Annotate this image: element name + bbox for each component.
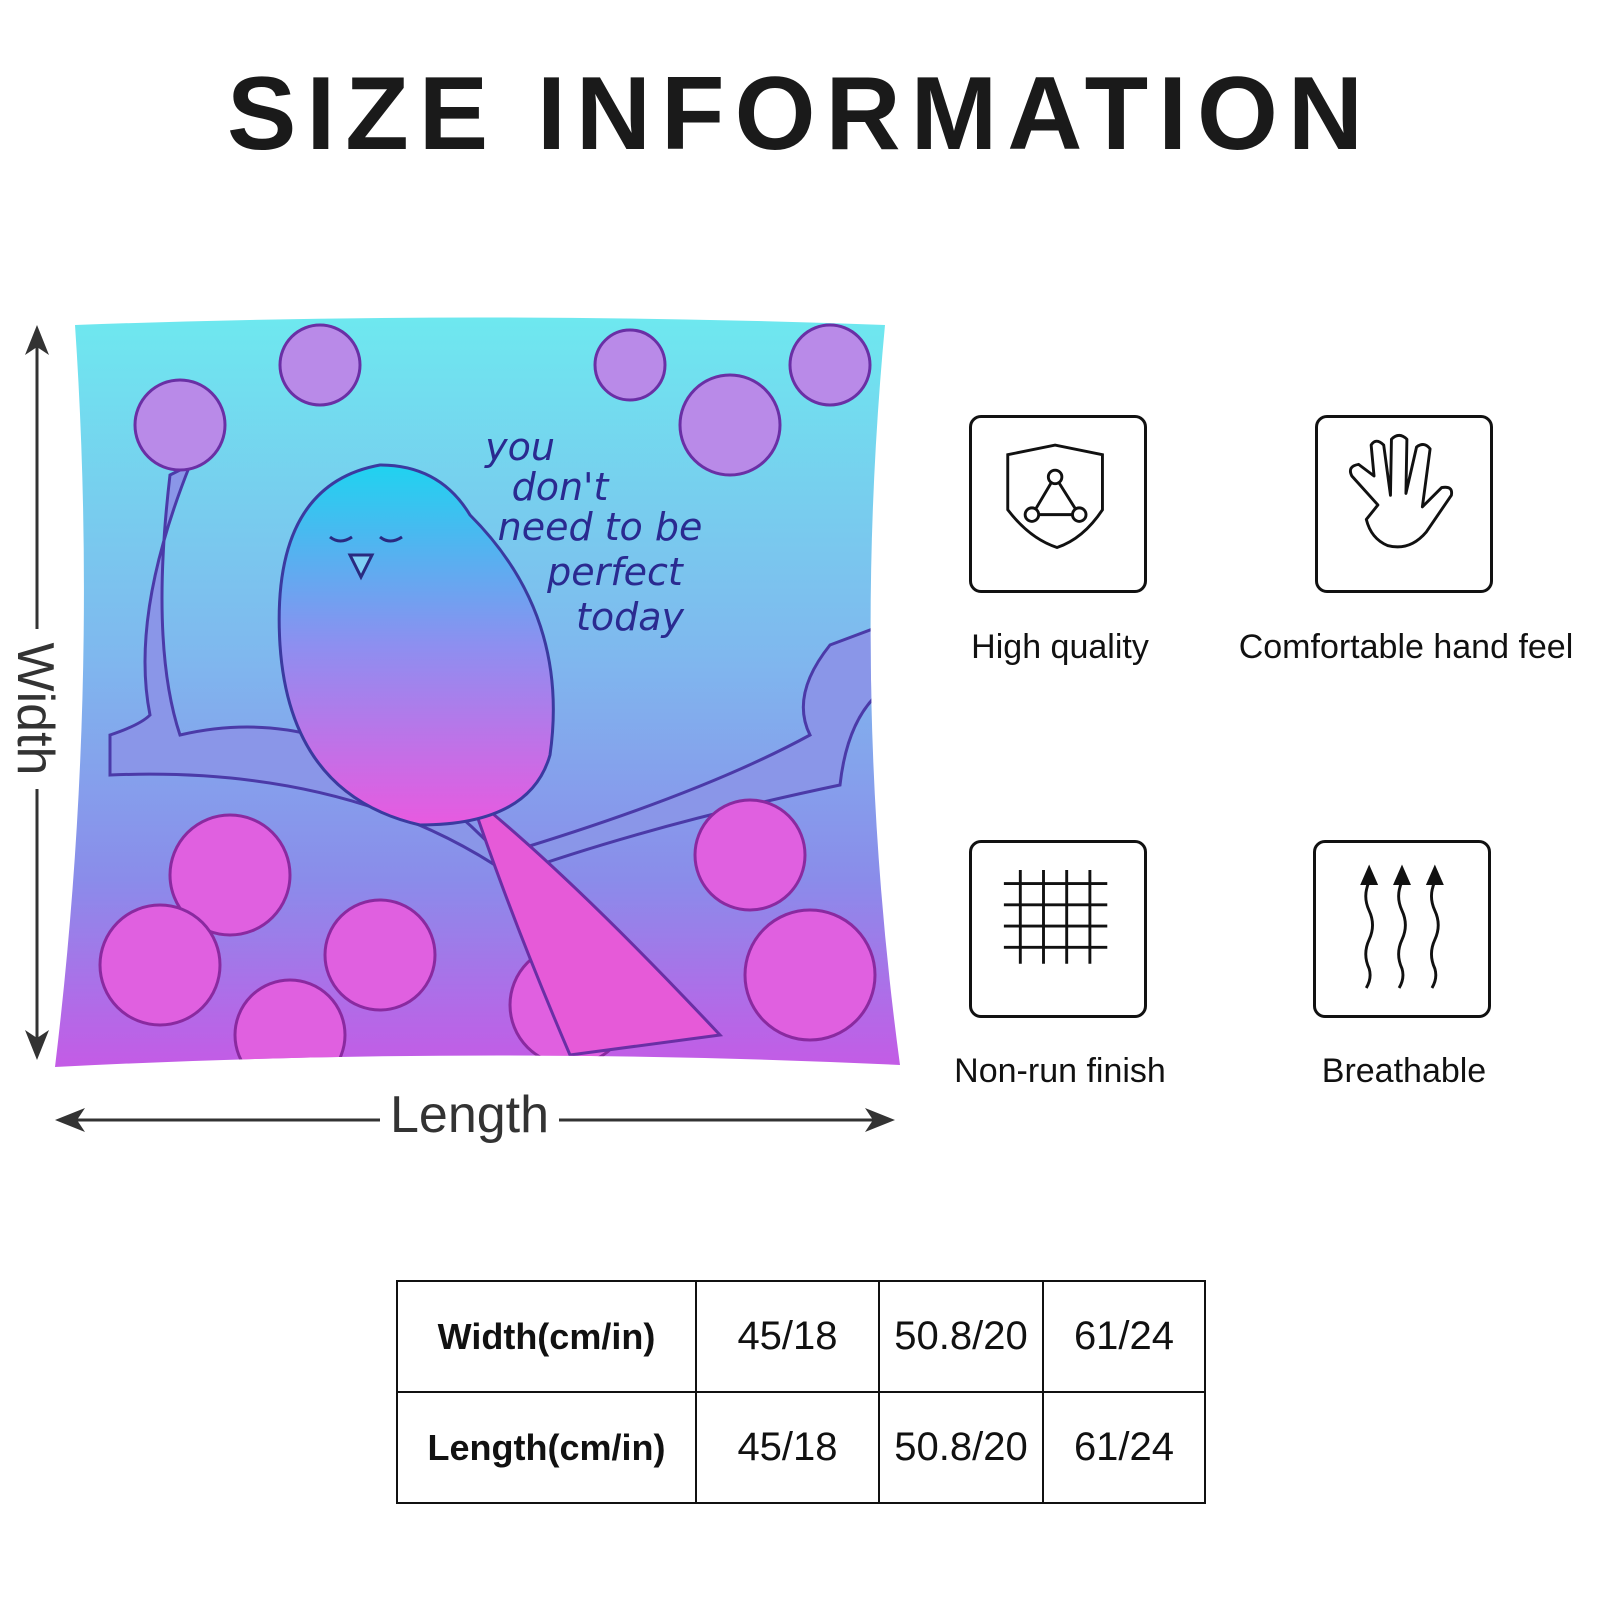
quote-line: need to be	[498, 505, 703, 549]
feature-high-quality	[969, 415, 1147, 593]
quote-line: perfect	[546, 550, 685, 594]
shield-icon	[1006, 443, 1104, 550]
quote-line: don't	[512, 465, 611, 509]
airflow-arrows-icon	[1360, 864, 1444, 989]
table-cell: 45/18	[695, 1391, 880, 1504]
table-cell: 50.8/20	[878, 1280, 1044, 1393]
grid-icon	[1003, 870, 1108, 964]
page-title: SIZE INFORMATION	[226, 56, 1374, 172]
table-cell: 61/24	[1042, 1280, 1206, 1393]
table-cell: 61/24	[1042, 1391, 1206, 1504]
table-row: Width(cm/in) 45/18 50.8/20 61/24	[396, 1280, 1206, 1393]
feature-label: Breathable	[1321, 1052, 1487, 1090]
table-cell: 45/18	[695, 1280, 880, 1393]
feature-label: Non-run finish	[954, 1052, 1166, 1090]
table-row: Length(cm/in) 45/18 50.8/20 61/24	[396, 1391, 1206, 1504]
pillow-image: you don't need to be perfect today	[55, 317, 900, 1067]
quote-line: today	[576, 595, 685, 639]
feature-non-run-finish	[969, 840, 1147, 1018]
size-table: Width(cm/in) 45/18 50.8/20 61/24 Length(…	[396, 1280, 1206, 1504]
quote-line: you	[484, 425, 555, 469]
length-label: Length	[380, 1085, 560, 1145]
width-label: Width	[1, 629, 69, 789]
feature-comfortable-hand-feel	[1315, 415, 1493, 593]
hand-icon	[1348, 433, 1454, 549]
row-header: Length(cm/in)	[396, 1391, 697, 1504]
feature-label: High quality	[971, 628, 1149, 666]
table-cell: 50.8/20	[878, 1391, 1044, 1504]
feature-breathable	[1313, 840, 1491, 1018]
row-header: Width(cm/in)	[396, 1280, 697, 1393]
feature-label: Comfortable hand feel	[1238, 628, 1574, 666]
